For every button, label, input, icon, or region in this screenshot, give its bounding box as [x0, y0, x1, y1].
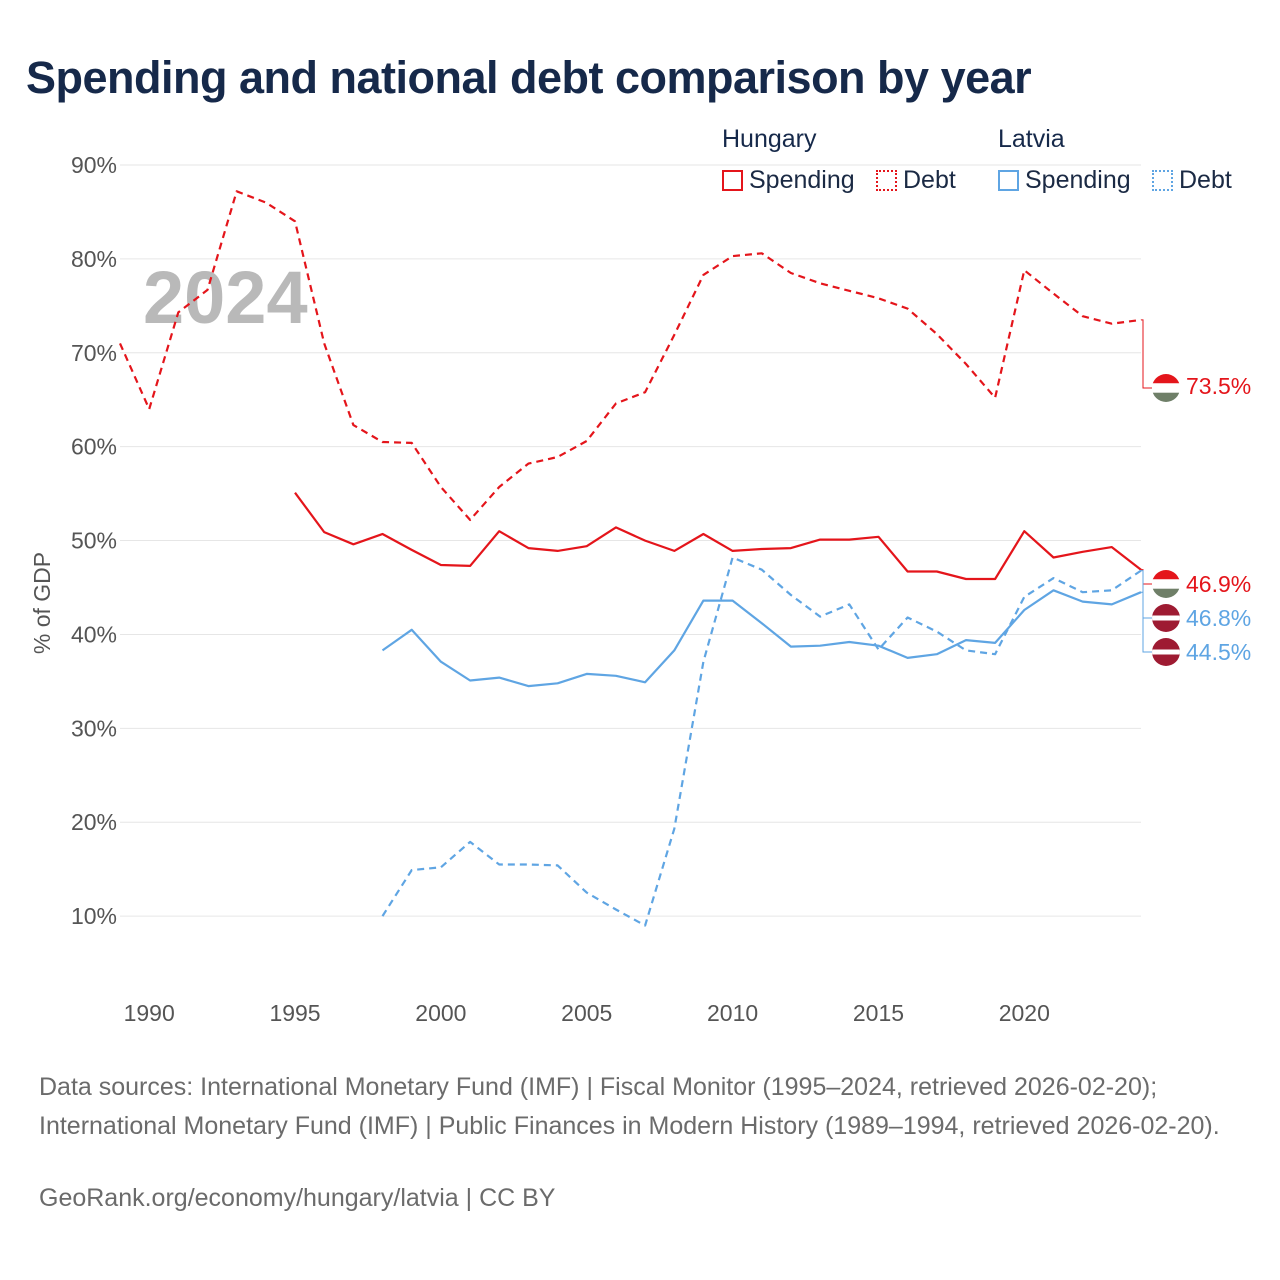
- y-tick-label: 40%: [71, 621, 117, 647]
- hungary-flag-icon: [1152, 374, 1180, 402]
- y-tick-label: 20%: [71, 809, 117, 835]
- legend-item-latvia-spending[interactable]: Spending: [998, 166, 1131, 195]
- end-connector: [1141, 591, 1152, 653]
- legend-item-hungary-debt[interactable]: Debt: [876, 166, 956, 195]
- y-tick-label: 30%: [71, 715, 117, 741]
- series-line-hungary-spending[interactable]: [294, 492, 1142, 581]
- series-line-latvia-spending[interactable]: [381, 589, 1142, 688]
- solid-swatch-icon: [998, 170, 1019, 191]
- x-tick-label: 2010: [707, 1000, 758, 1026]
- legend-label: Debt: [903, 166, 956, 194]
- legend-group-hungary: Hungary: [722, 125, 817, 153]
- end-connector: [1141, 319, 1152, 389]
- legend-label: Debt: [1179, 166, 1232, 194]
- y-tick-label: 10%: [71, 903, 117, 929]
- y-tick-label: 50%: [71, 528, 117, 554]
- x-tick-label: 2020: [999, 1000, 1050, 1026]
- y-tick-label: 60%: [71, 434, 117, 460]
- y-tick-label: 90%: [71, 152, 117, 178]
- legend-item-latvia-debt[interactable]: Debt: [1152, 166, 1232, 195]
- legend-item-hungary-spending[interactable]: Spending: [722, 166, 855, 195]
- line-chart: 2024 % of GDP 10% 20% 30% 40% 50% 60% 70% 80% 90…: [29, 152, 1251, 1026]
- series-lines: [118, 190, 1142, 927]
- y-tick-label: 70%: [71, 340, 117, 366]
- year-watermark: 2024: [143, 256, 308, 339]
- credit-link[interactable]: GeoRank.org/economy/hungary/latvia | CC …: [39, 1184, 556, 1212]
- end-value-label: 73.5%: [1186, 373, 1251, 399]
- chart-title: Spending and national debt comparison by…: [26, 52, 1032, 103]
- y-tick-label: 80%: [71, 246, 117, 272]
- end-value-label: 46.8%: [1186, 605, 1251, 631]
- latvia-flag-icon: [1152, 604, 1180, 632]
- x-tick-label: 1990: [124, 1000, 175, 1026]
- x-axis-ticks: 1990 1995 2000 2005 2010 2015 2020: [124, 1000, 1050, 1026]
- x-tick-label: 2000: [415, 1000, 466, 1026]
- y-axis-label: % of GDP: [29, 552, 55, 654]
- end-labels: 73.5% 46.9% 46.8% 44.5%: [1141, 319, 1251, 666]
- latvia-flag-icon: [1152, 638, 1180, 666]
- y-axis-ticks: 10% 20% 30% 40% 50% 60% 70% 80% 90%: [71, 152, 117, 929]
- solid-swatch-icon: [722, 170, 743, 191]
- x-tick-label: 2015: [853, 1000, 904, 1026]
- legend-group-latvia: Latvia: [998, 125, 1065, 153]
- end-value-label: 44.5%: [1186, 639, 1251, 665]
- hungary-flag-icon: [1152, 570, 1180, 598]
- legend-label: Spending: [1025, 166, 1131, 194]
- series-line-hungary-debt[interactable]: [118, 190, 1142, 521]
- end-value-label: 46.9%: [1186, 571, 1251, 597]
- legend-label: Spending: [749, 166, 855, 194]
- data-sources: Data sources: International Monetary Fun…: [39, 1073, 1220, 1140]
- dotted-swatch-icon: [876, 170, 897, 191]
- series-line-latvia-debt[interactable]: [381, 556, 1142, 927]
- x-tick-label: 2005: [561, 1000, 612, 1026]
- gridlines: [120, 164, 1141, 917]
- dotted-swatch-icon: [1152, 170, 1173, 191]
- x-tick-label: 1995: [269, 1000, 320, 1026]
